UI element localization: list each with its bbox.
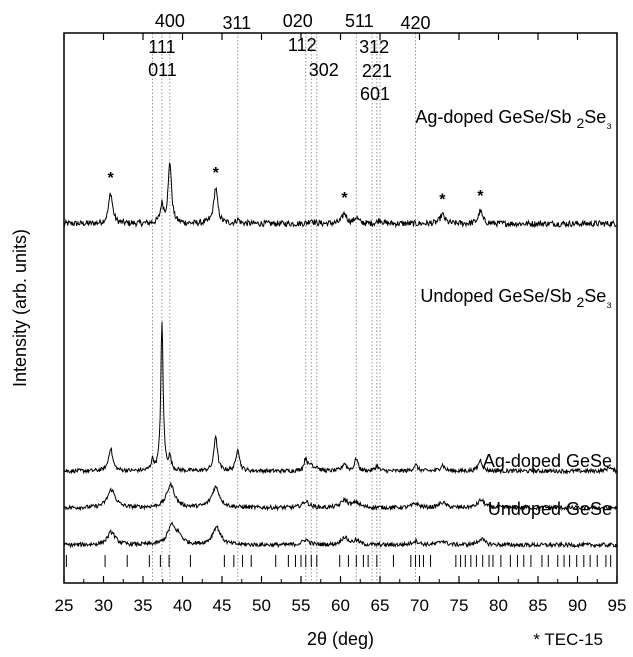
- miller-index-label: 311: [222, 13, 251, 33]
- x-tick-label: 90: [568, 596, 587, 615]
- series-trace: [63, 482, 618, 512]
- x-tick-label: 55: [292, 596, 311, 615]
- x-axis-ticks: 25 30 35 40 45 50 55 60 65 70 75 80 85 90 95: [55, 33, 627, 615]
- x-tick-label: 35: [134, 596, 153, 615]
- series-label: Ag-doped GeSe: [483, 451, 612, 471]
- miller-index-label: 112: [288, 35, 317, 55]
- x-tick-label: 50: [252, 596, 271, 615]
- star-marker: *: [477, 188, 484, 205]
- star-marker: *: [213, 165, 220, 182]
- series-label: Undoped GeSe: [488, 499, 612, 519]
- x-tick-label: 75: [450, 596, 469, 615]
- series-label: Undoped GeSe/Sb 2Se₃: [420, 286, 612, 310]
- series-label: Ag-doped GeSe/Sb 2Se₃: [415, 107, 612, 131]
- miller-index-label: 601: [360, 84, 390, 104]
- reference-lines: [152, 33, 416, 583]
- footnote: * TEC-15: [533, 630, 603, 649]
- x-tick-label: 25: [55, 596, 74, 615]
- miller-index-label: 400: [155, 11, 185, 31]
- series-trace: [63, 521, 618, 549]
- x-tick-label: 85: [529, 596, 548, 615]
- x-tick-label: 45: [213, 596, 232, 615]
- miller-index-labels: 011 111 400 311 020 112 302 511 312 221 601 420: [148, 11, 430, 104]
- reference-pattern-ticks: [65, 555, 612, 567]
- x-tick-label: 80: [489, 596, 508, 615]
- x-tick-label: 40: [173, 596, 192, 615]
- miller-index-label: 020: [283, 11, 313, 31]
- miller-index-label: 011: [148, 60, 177, 80]
- x-tick-label: 65: [371, 596, 390, 615]
- star-marker: *: [341, 190, 348, 207]
- miller-index-label: 420: [401, 13, 431, 33]
- series-labels: Ag-doped GeSe/Sb 2Se₃ Undoped GeSe/Sb 2Se…: [415, 107, 612, 519]
- series-trace: [63, 162, 617, 229]
- miller-index-label: 302: [309, 60, 339, 80]
- miller-index-label: 111: [148, 37, 175, 57]
- x-tick-label: 70: [410, 596, 429, 615]
- x-tick-label: 30: [94, 596, 113, 615]
- star-marker: *: [439, 191, 446, 208]
- series-trace: [63, 321, 618, 475]
- miller-index-label: 221: [362, 61, 392, 81]
- y-axis-title: Intensity (arb. units): [10, 229, 30, 387]
- miller-index-label: 511: [345, 11, 374, 31]
- x-axis-title: 2θ (deg): [307, 629, 374, 649]
- miller-index-label: 312: [359, 37, 389, 57]
- series-traces: [63, 162, 618, 549]
- tec15-star-markers: * * * * *: [107, 165, 484, 209]
- x-tick-label: 60: [331, 596, 350, 615]
- star-marker: *: [107, 170, 114, 187]
- x-tick-label: 95: [608, 596, 627, 615]
